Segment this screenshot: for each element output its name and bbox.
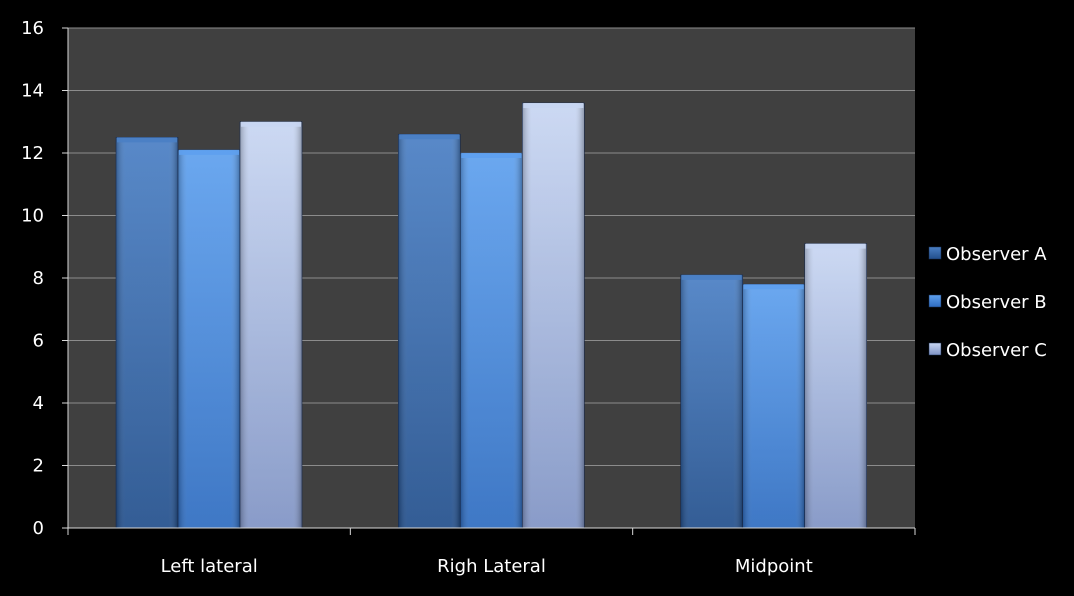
- bar-shading: [804, 243, 867, 528]
- bar-cap: [241, 121, 301, 127]
- bar-cap: [743, 284, 804, 290]
- bar-shading: [460, 153, 523, 528]
- bar-shading: [398, 134, 461, 528]
- bar-shading: [522, 103, 585, 528]
- x-category-label: Midpoint: [735, 556, 813, 577]
- bar-shading: [240, 121, 302, 528]
- y-tick-label: 8: [33, 268, 44, 289]
- bars: [115, 102, 867, 529]
- axes: [62, 27, 916, 535]
- y-tick-label: 6: [33, 331, 44, 352]
- bar-cap: [523, 103, 584, 108]
- y-tick-label: 0: [33, 518, 44, 539]
- legend-label: Observer B: [946, 292, 1047, 313]
- bar-cap: [179, 149, 239, 155]
- bar-cap: [399, 134, 460, 140]
- x-category-label: Left lateral: [161, 556, 258, 577]
- y-tick-label: 4: [33, 393, 44, 414]
- bar-shading: [116, 137, 178, 528]
- bar-cap: [117, 137, 177, 143]
- bar-cap: [805, 243, 866, 249]
- y-tick-label: 10: [21, 206, 44, 227]
- x-category-label: Righ Lateral: [437, 556, 546, 577]
- bar-shading: [178, 149, 240, 528]
- y-axis-ticks: 0 2 4 6 8 10 12 14 16: [21, 18, 44, 539]
- legend-swatch: [928, 342, 942, 356]
- legend-label: Observer C: [946, 340, 1047, 361]
- legend-swatch: [928, 294, 942, 308]
- x-axis-ticks: Left lateral Righ Lateral Midpoint: [161, 556, 813, 577]
- legend-swatch: [928, 246, 942, 260]
- legend: Observer A Observer B Observer C: [928, 244, 1047, 361]
- y-tick-label: 14: [21, 81, 44, 102]
- bar-cap: [461, 153, 522, 158]
- bar-cap: [681, 274, 742, 280]
- legend-label: Observer A: [946, 244, 1047, 265]
- y-tick-label: 2: [33, 456, 44, 477]
- bar-shading: [742, 284, 805, 528]
- y-tick-label: 12: [21, 143, 44, 164]
- bar-shading: [680, 274, 743, 528]
- y-tick-label: 16: [21, 18, 44, 39]
